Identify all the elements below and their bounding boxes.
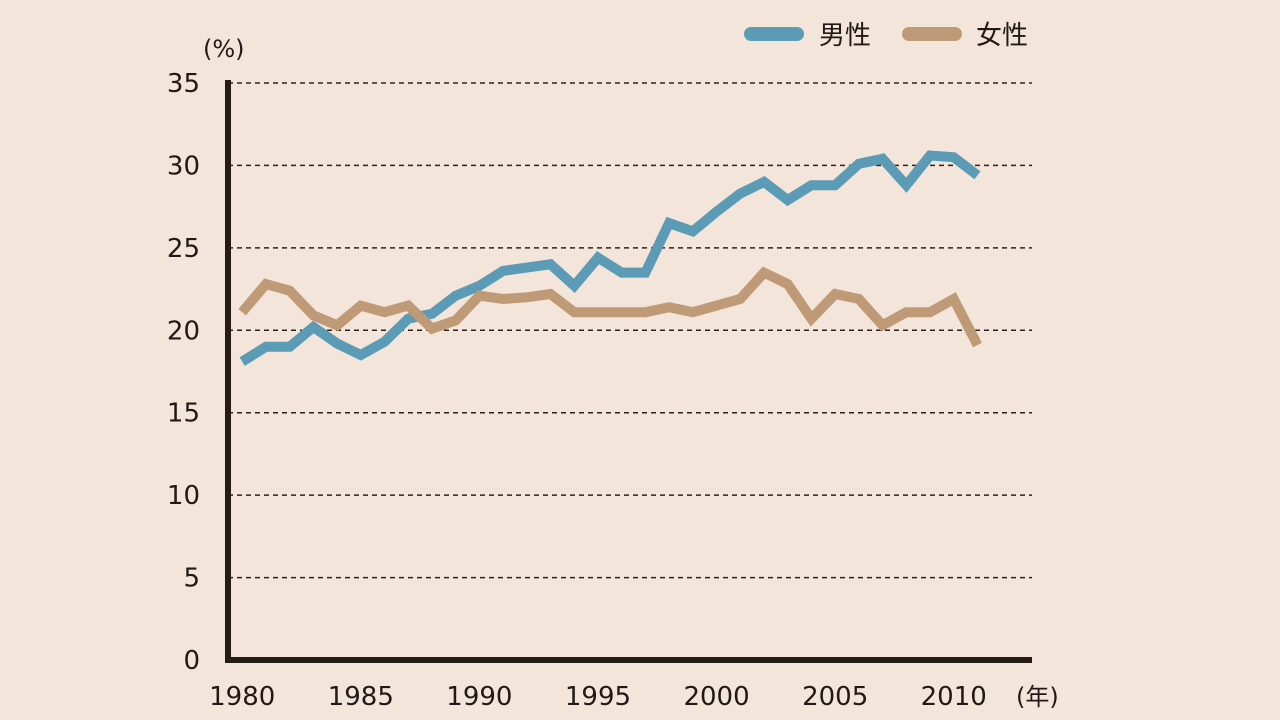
legend-label-female: 女性 [976,21,1028,51]
legend-label-male: 男性 [819,21,871,51]
x-tick-label-2010: 2010 [921,682,987,712]
x-tick-label-1980: 1980 [209,682,275,712]
y-tick-label-20: 20 [167,316,200,346]
gridlines [228,82,1032,579]
y-tick-label-10: 10 [167,481,200,511]
series-line-female [238,266,982,348]
legend: 男性 女性 [744,21,1028,51]
axes [225,80,1032,663]
x-axis-unit-label: (年) [1016,683,1059,711]
x-tick-label-1985: 1985 [328,682,394,712]
series-line-male [239,150,981,366]
y-tick-label-15: 15 [167,399,200,429]
tick-labels: 0 5 10 15 20 25 30 35 1980 1985 1990 1995 2000 2005 20… [167,69,987,712]
x-tick-label-1995: 1995 [565,682,631,712]
y-tick-label-0: 0 [183,646,200,676]
y-tick-label-25: 25 [167,234,200,264]
x-tick-label-1990: 1990 [446,682,512,712]
x-tick-label-2000: 2000 [683,682,749,712]
y-tick-label-5: 5 [183,564,200,594]
x-tick-label-2005: 2005 [802,682,868,712]
y-tick-label-30: 30 [167,151,200,181]
series-lines [238,150,982,366]
y-axis-unit-label: (%) [203,35,245,63]
y-tick-label-35: 35 [167,69,200,99]
